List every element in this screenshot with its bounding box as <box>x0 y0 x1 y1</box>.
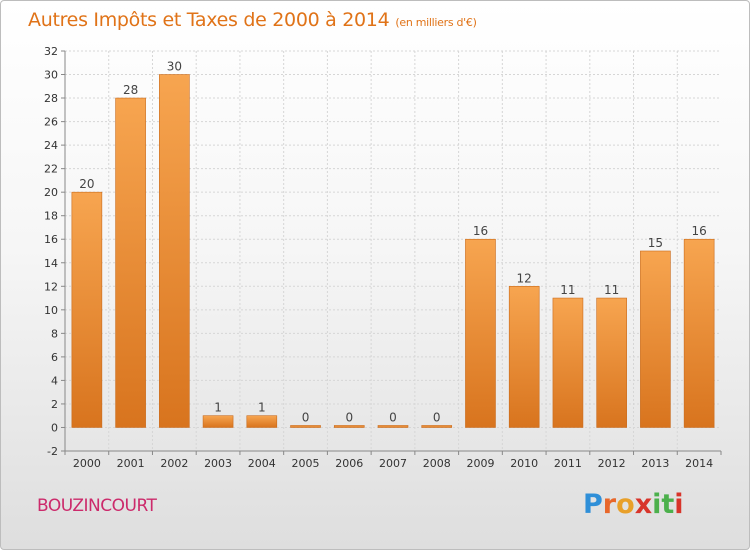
chart-title: Autres Impôts et Taxes de 2000 à 2014 (en… <box>28 9 477 31</box>
logo-letter: o <box>616 489 635 520</box>
proxiti-logo: Proxiti <box>583 489 684 520</box>
x-tick-label: 2013 <box>641 457 669 470</box>
bar <box>71 191 103 428</box>
y-tick-label: 2 <box>51 398 58 411</box>
y-tick-label: 0 <box>51 421 58 434</box>
y-tick-label: 32 <box>44 45 58 58</box>
bar <box>246 415 278 428</box>
data-label: 0 <box>389 410 397 424</box>
data-label: 1 <box>214 401 222 415</box>
bar <box>552 297 584 428</box>
y-tick-label: 20 <box>44 186 58 199</box>
x-tick-label: 2011 <box>554 457 582 470</box>
bar <box>640 250 671 428</box>
logo-letter: i <box>674 489 684 520</box>
bar <box>377 425 409 428</box>
bars <box>71 74 715 428</box>
data-label: 30 <box>167 60 182 74</box>
data-label: 20 <box>79 177 94 191</box>
bar <box>421 425 453 428</box>
x-tick-label: 2001 <box>117 457 145 470</box>
data-label: 0 <box>433 410 441 424</box>
x-tick-label: 2005 <box>292 457 320 470</box>
y-tick-label: 14 <box>44 257 58 270</box>
y-tick-label: 4 <box>51 374 58 387</box>
bar <box>159 74 190 428</box>
y-tick-label: -2 <box>47 445 58 458</box>
y-tick-label: 18 <box>44 210 58 223</box>
x-tick-label: 2006 <box>335 457 363 470</box>
data-label: 11 <box>560 283 575 297</box>
y-tick-label: 30 <box>44 69 58 82</box>
bar <box>683 238 715 428</box>
y-tick-label: 10 <box>44 304 58 317</box>
bar <box>115 97 146 428</box>
bar <box>290 425 321 428</box>
bar <box>202 415 234 428</box>
x-tick-label: 2009 <box>466 457 494 470</box>
x-tick-label: 2004 <box>248 457 276 470</box>
x-tick-label: 2010 <box>510 457 538 470</box>
y-tick-label: 16 <box>44 233 58 246</box>
data-label: 16 <box>691 224 706 238</box>
bar <box>508 285 540 428</box>
y-tick-label: 8 <box>51 327 58 340</box>
data-label: 0 <box>345 410 353 424</box>
logo-letter: i <box>652 489 662 520</box>
y-tick-label: 26 <box>44 116 58 129</box>
data-label: 1 <box>258 401 266 415</box>
logo-letter: t <box>661 489 675 520</box>
x-tick-label: 2014 <box>685 457 713 470</box>
x-tick-label: 2008 <box>423 457 451 470</box>
chart-title-text: Autres Impôts et Taxes de 2000 à 2014 <box>28 9 390 31</box>
y-tick-label: 28 <box>44 92 58 105</box>
logo-letter: r <box>602 489 617 520</box>
logo-letter: x <box>634 489 653 520</box>
data-label: 11 <box>604 283 619 297</box>
axes <box>61 50 722 455</box>
x-tick-label: 2002 <box>160 457 188 470</box>
y-tick-label: 24 <box>44 139 58 152</box>
x-tick-label: 2007 <box>379 457 407 470</box>
logo-letter: P <box>583 489 603 520</box>
x-tick-labels: 2000 2001 2002 2003 2004 2005 2006 2007 2008 2009… <box>73 457 713 470</box>
bar <box>596 297 627 428</box>
bar <box>465 238 496 428</box>
data-label: 28 <box>123 83 138 97</box>
x-tick-label: 2000 <box>73 457 101 470</box>
x-tick-label: 2003 <box>204 457 232 470</box>
y-tick-label: 22 <box>44 163 58 176</box>
y-tick-label: 6 <box>51 351 58 364</box>
bar <box>333 425 365 428</box>
data-label: 15 <box>648 236 663 250</box>
y-tick-label: 12 <box>44 280 58 293</box>
data-label: 16 <box>473 224 488 238</box>
data-label: 12 <box>517 271 532 285</box>
chart-unit: (en milliers d'€) <box>395 16 477 29</box>
commune-name: BOUZINCOURT <box>37 496 157 516</box>
data-label: 0 <box>302 410 310 424</box>
x-tick-label: 2012 <box>598 457 626 470</box>
